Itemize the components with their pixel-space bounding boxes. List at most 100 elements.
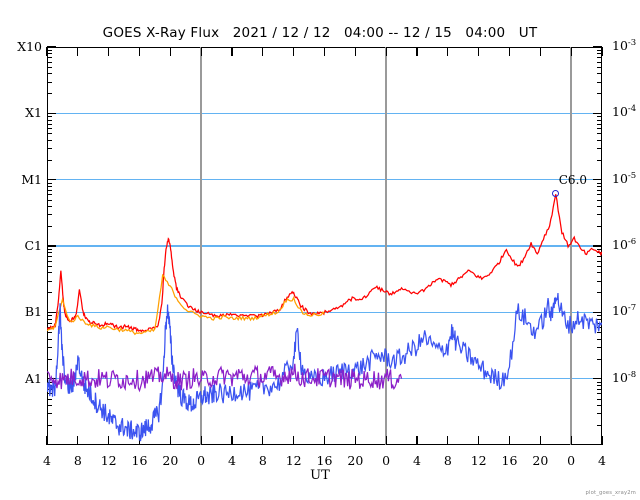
x-tick	[293, 436, 295, 445]
y-tick-major	[593, 311, 602, 314]
y-tick-minor	[47, 226, 52, 228]
x-label-17: 0	[567, 453, 576, 468]
y-tick-minor	[47, 116, 52, 118]
y-tick-minor	[597, 148, 602, 150]
y-tick-minor	[47, 182, 52, 184]
plot-area: C6.0	[46, 46, 603, 445]
y-label-left-b1: B1	[24, 304, 42, 320]
y-label-left-x10: X10	[17, 39, 42, 54]
x-tick	[138, 47, 141, 56]
y-tick-minor	[597, 393, 602, 395]
y-tick-minor	[47, 186, 52, 188]
y-tick-major	[47, 46, 56, 48]
day-separator	[385, 47, 387, 445]
x-label-10: 20	[347, 453, 364, 468]
y-tick-minor	[47, 260, 52, 262]
x-tick	[200, 47, 202, 56]
x-tick	[416, 436, 418, 445]
x-tick	[354, 47, 356, 56]
y-tick-minor	[47, 318, 52, 320]
x-tick	[478, 436, 480, 445]
y-tick-minor	[47, 332, 52, 334]
y-tick-major	[47, 311, 56, 314]
x-tick	[293, 47, 295, 56]
y-label-right-2: 10-5	[612, 170, 637, 186]
y-label-right-1: 10-4	[612, 104, 637, 120]
y-tick-minor	[597, 388, 602, 390]
y-label-right-3: 10-6	[612, 237, 637, 253]
y-tick-minor	[47, 272, 52, 274]
y-tick-minor	[597, 199, 602, 201]
x-label-18: 4	[598, 453, 606, 468]
y-tick-minor	[597, 123, 602, 125]
chart-title: GOES X-Ray Flux 2021 / 12 / 12 04:00 -- …	[102, 25, 538, 41]
x-label-3: 16	[131, 453, 148, 468]
x-tick	[231, 436, 233, 445]
y-tick-minor	[597, 57, 602, 59]
trace-3	[47, 364, 402, 391]
y-tick-minor	[597, 61, 602, 63]
x-label-1: 8	[73, 453, 82, 468]
y-tick-minor	[47, 327, 52, 329]
y-tick-minor	[597, 260, 602, 262]
y-tick-minor	[597, 128, 602, 130]
x-tick	[46, 47, 48, 56]
y-tick-minor	[47, 214, 52, 216]
x-tick	[570, 436, 572, 445]
y-tick-minor	[47, 159, 52, 161]
x-tick	[508, 436, 511, 445]
y-tick-major	[47, 178, 56, 181]
y-tick-major	[593, 245, 602, 247]
y-tick-minor	[597, 214, 602, 216]
y-label-right-0: 10-3	[612, 38, 637, 54]
y-tick-minor	[47, 425, 52, 427]
x-tick	[77, 47, 79, 56]
y-tick-minor	[47, 123, 52, 125]
y-tick-minor	[47, 189, 52, 191]
y-label-right-4: 10-7	[612, 303, 637, 319]
y-tick-minor	[597, 318, 602, 320]
y-tick-minor	[597, 358, 602, 360]
y-tick-minor	[597, 194, 602, 196]
y-tick-minor	[597, 265, 602, 267]
x-label-7: 8	[258, 453, 267, 468]
x-tick	[447, 47, 449, 56]
x-tick	[169, 436, 171, 445]
y-tick-minor	[597, 116, 602, 118]
x-tick	[323, 47, 326, 56]
x-tick	[601, 436, 603, 445]
x-label-6: 4	[228, 453, 236, 468]
flare-class-annotation: C6.0	[558, 173, 588, 188]
y-tick-minor	[597, 338, 602, 340]
x-tick	[200, 436, 202, 445]
y-tick-minor	[47, 338, 52, 340]
y-tick-minor	[597, 413, 602, 415]
y-tick-minor	[597, 139, 602, 141]
y-tick-minor	[597, 119, 602, 121]
y-tick-minor	[47, 93, 52, 95]
y-label-left-x1: X1	[25, 105, 42, 121]
y-tick-minor	[47, 358, 52, 360]
y-tick-minor	[597, 66, 602, 68]
x-tick	[108, 436, 110, 445]
x-tick	[262, 436, 264, 445]
y-tick-minor	[597, 206, 602, 208]
x-label-4: 20	[162, 453, 179, 468]
x-tick	[46, 436, 48, 445]
y-tick-minor	[597, 81, 602, 83]
y-tick-major	[593, 377, 602, 380]
y-tick-minor	[597, 332, 602, 334]
y-tick-minor	[597, 381, 602, 383]
x-label-15: 16	[501, 453, 518, 468]
y-tick-minor	[597, 347, 602, 349]
y-tick-minor	[47, 53, 52, 55]
x-tick	[231, 47, 233, 56]
y-tick-minor	[47, 66, 52, 68]
gridline-x1	[47, 112, 602, 115]
y-tick-minor	[597, 189, 602, 191]
y-tick-minor	[47, 347, 52, 349]
y-tick-minor	[597, 315, 602, 317]
x-tick	[108, 47, 110, 56]
x-label-12: 4	[413, 453, 421, 468]
